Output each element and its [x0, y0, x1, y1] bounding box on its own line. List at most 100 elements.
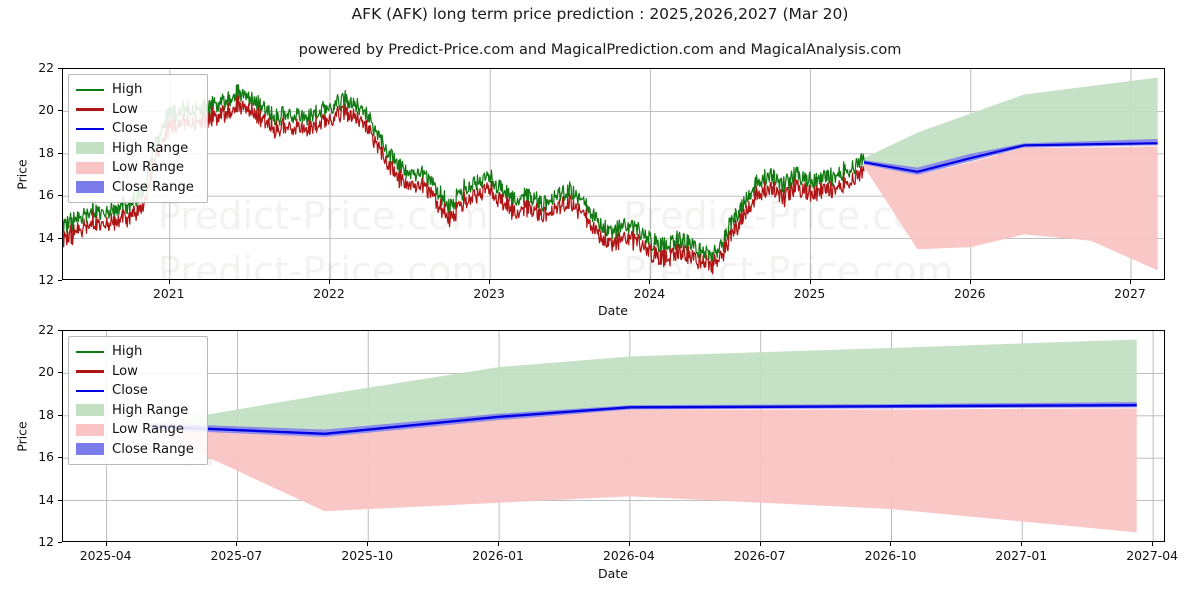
top-x-tickmark [328, 280, 330, 284]
top-y-tickmark [58, 280, 62, 281]
bottom-x-tickmark [1152, 542, 1154, 546]
swatch-fill [76, 389, 104, 393]
bottom-x-tickmark [367, 542, 369, 546]
swatch-fill [76, 423, 104, 436]
top-y-tickmark [58, 68, 62, 69]
top-legend-swatch-line-icon [75, 83, 105, 97]
bottom-legend-swatch-patch-icon [75, 423, 105, 437]
bottom-legend-swatch-line-icon [75, 364, 105, 378]
bottom-legend-swatch-patch-icon [75, 442, 105, 456]
top-plot-area: Predict-Price.com Predict-Price.com Predic… [62, 68, 1165, 280]
bottom-x-tick: 2026-07 [733, 548, 786, 563]
top-x-tickmark [489, 280, 491, 284]
top-x-tick: 2022 [313, 286, 345, 301]
top-legend-label: High Range [112, 140, 189, 156]
top-y-tickmark [58, 152, 62, 154]
swatch-fill [76, 181, 104, 194]
top-legend-swatch-line-icon [75, 122, 105, 136]
bottom-y-tickmark [58, 499, 62, 501]
bottom-x-tickmark [236, 542, 238, 546]
bottom-legend: High Low Close High Range Low Range Close Ran… [68, 336, 208, 465]
bottom-legend-item-high: High [75, 342, 200, 362]
top-x-tickmark [969, 280, 971, 284]
top-x-tickmark [649, 280, 651, 284]
top-legend-label: Low Range [112, 160, 184, 176]
bottom-legend-item-close-range: Close Range [75, 440, 200, 460]
bottom-x-axis-label: Date [598, 566, 628, 581]
bottom-x-tick: 2025-10 [341, 548, 394, 563]
top-x-tickmark [809, 280, 811, 284]
bottom-legend-label: Low [112, 363, 138, 379]
top-legend-label: High [112, 82, 143, 98]
top-y-tick: 20 [38, 102, 54, 118]
top-x-tick: 2027 [1114, 286, 1146, 301]
top-x-tickmark [168, 280, 170, 284]
bottom-x-tick: 2025-04 [79, 548, 132, 563]
top-legend: High Low Close High Range Low Range Close Ran… [68, 74, 208, 203]
top-x-tick: 2026 [953, 286, 986, 301]
swatch-fill [76, 161, 104, 174]
top-x-tick: 2024 [633, 286, 666, 301]
top-legend-swatch-patch-icon [75, 161, 105, 175]
bottom-x-tick: 2027-01 [995, 548, 1048, 563]
top-x-tickmark [1129, 280, 1131, 284]
bottom-y-tickmark [58, 457, 62, 459]
bottom-x-tick: 2026-10 [864, 548, 917, 563]
top-legend-item-high-range: High Range [75, 139, 200, 159]
bottom-y-tickmark [58, 372, 62, 374]
top-y-tick: 14 [38, 229, 54, 245]
bottom-x-tickmark [1021, 542, 1023, 546]
bottom-legend-item-close: Close [75, 381, 200, 401]
bottom-y-tick: 16 [38, 449, 54, 465]
bottom-x-tick: 2026-04 [602, 548, 655, 563]
bottom-legend-item-low-range: Low Range [75, 420, 200, 440]
top-legend-item-close-range: Close Range [75, 178, 200, 198]
bottom-y-tickmark [58, 330, 62, 331]
swatch-fill [76, 142, 104, 155]
top-y-tick: 22 [38, 60, 54, 75]
top-x-tick: 2023 [473, 286, 505, 301]
swatch-fill [76, 404, 104, 417]
bottom-legend-item-high-range: High Range [75, 401, 200, 421]
top-y-tick: 12 [38, 272, 54, 287]
svg-text:Predict-Price.com: Predict-Price.com [623, 249, 954, 280]
bottom-legend-swatch-line-icon [75, 384, 105, 398]
top-legend-label: Low [112, 101, 138, 117]
top-x-axis-label: Date [598, 303, 628, 318]
bottom-y-tick: 18 [38, 406, 54, 422]
top-y-tickmark [58, 110, 62, 112]
svg-text:Predict-Price.com: Predict-Price.com [158, 249, 489, 280]
bottom-y-tick: 22 [38, 322, 54, 337]
top-legend-swatch-patch-icon [75, 141, 105, 155]
bottom-y-tick: 12 [38, 534, 54, 549]
bottom-legend-label: Low Range [112, 422, 184, 438]
top-legend-item-close: Close [75, 119, 200, 139]
top-y-tickmark [58, 195, 62, 197]
swatch-fill [76, 350, 104, 354]
top-legend-label: Close Range [112, 179, 194, 195]
top-y-tick: 16 [38, 187, 54, 203]
svg-text:Predict-Price.com: Predict-Price.com [158, 194, 489, 238]
swatch-fill [76, 443, 104, 456]
bottom-x-tickmark [498, 542, 500, 546]
top-legend-item-high: High [75, 80, 200, 100]
swatch-fill [76, 108, 104, 111]
bottom-x-tick: 2026-01 [472, 548, 524, 563]
page-subtitle: powered by Predict-Price.com and Magical… [298, 42, 902, 58]
top-x-tick: 2021 [153, 286, 185, 301]
top-legend-swatch-patch-icon [75, 180, 105, 194]
bottom-y-tickmark [58, 542, 62, 543]
top-legend-item-low-range: Low Range [75, 158, 200, 178]
bottom-x-tickmark [890, 542, 892, 546]
top-x-tick: 2025 [793, 286, 826, 301]
bottom-legend-item-low: Low [75, 362, 200, 382]
top-y-tick: 18 [38, 144, 54, 160]
swatch-fill [76, 127, 104, 131]
top-legend-swatch-line-icon [75, 102, 105, 116]
swatch-fill [76, 370, 104, 373]
page-title: AFK (AFK) long term price prediction : 2… [351, 5, 849, 23]
bottom-y-tickmark [58, 414, 62, 416]
